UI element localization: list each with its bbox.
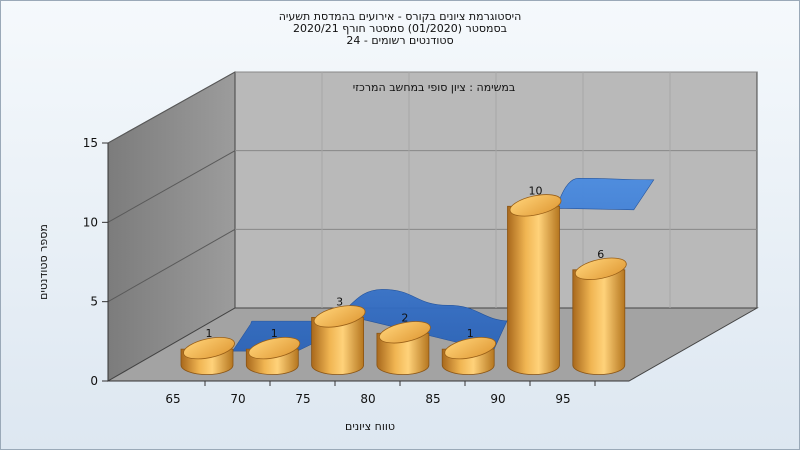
bar-body (376, 332, 430, 375)
bar-cap (444, 336, 497, 360)
y-tick-label: 0 (90, 374, 98, 388)
bar-value-label: 6 (597, 248, 604, 261)
bar: 1 (245, 327, 301, 375)
y-tick-label: 5 (90, 295, 98, 309)
y-tick-label: 15 (83, 136, 98, 150)
grid-line-side (107, 150, 236, 223)
chart-subtitle-2: סטודנטים רשומים - 24 (346, 34, 454, 47)
y-axis-label: מספר סטודנטים (37, 224, 50, 300)
x-tick-label: 95 (555, 392, 570, 406)
bar-value-label: 3 (336, 295, 343, 308)
x-tick-label: 65 (165, 392, 180, 406)
x-tick-label: 75 (295, 392, 310, 406)
bar-cap (313, 305, 366, 328)
chart-title: היסטוגרמת ציונים בקורס - אירועים בהמדסת … (278, 10, 522, 23)
bar: 10 (507, 184, 562, 375)
bar: 3 (311, 295, 366, 375)
bar-value-label: 10 (529, 184, 543, 197)
grid-line-side (107, 228, 236, 303)
bar-value-label: 1 (467, 327, 474, 340)
bar-cap (574, 257, 627, 280)
bar-cap (378, 321, 431, 344)
bar: 2 (376, 311, 431, 375)
bar: 1 (180, 327, 235, 375)
bar-value-label: 2 (401, 311, 408, 324)
bar-body (572, 269, 626, 375)
bar-value-label: 1 (271, 327, 278, 340)
x-axis-label: טווח ציונים (345, 420, 395, 433)
bar-body (507, 205, 560, 375)
x-tick-label: 85 (425, 392, 440, 406)
trend-ribbon (229, 178, 655, 356)
bar-value-label: 1 (206, 327, 213, 340)
chart-titles: היסטוגרמת ציונים בקורס - אירועים בהמדסת … (200, 11, 600, 47)
axes-group: 0 5 10 15 65 70 75 80 85 90 95 (83, 136, 629, 406)
x-tick-label: 70 (230, 392, 245, 406)
bar-cap (183, 336, 235, 360)
bar-cap (248, 336, 301, 360)
bar-body (311, 317, 364, 375)
x-tick-label: 80 (360, 392, 375, 406)
x-tick-label: 90 (490, 392, 505, 406)
ribbon-band (229, 178, 655, 356)
bars-group: 1 1 3 2 1 10 6 (180, 184, 627, 375)
bar: 1 (441, 327, 497, 375)
chart-annotation: במשימה : ציון סופי במחשב המרכזי (353, 81, 516, 94)
bar-cap (509, 194, 562, 217)
chart-subtitle: בסמסטר (01/2020) סמסטר חורף 2020/21 (293, 22, 507, 35)
y-tick-label: 10 (83, 215, 98, 229)
grid-line-side (107, 71, 236, 144)
bar: 6 (572, 248, 627, 375)
